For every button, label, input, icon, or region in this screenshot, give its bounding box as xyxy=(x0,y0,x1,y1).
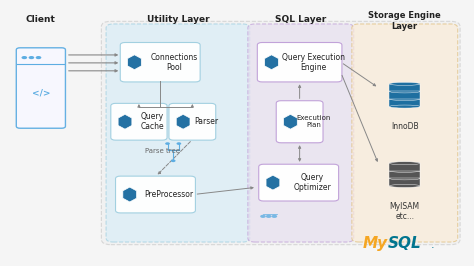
Text: .: . xyxy=(431,240,434,250)
FancyBboxPatch shape xyxy=(106,24,250,242)
Text: Query Execution
Engine: Query Execution Engine xyxy=(282,52,345,72)
Polygon shape xyxy=(118,114,132,129)
Polygon shape xyxy=(128,55,141,70)
FancyBboxPatch shape xyxy=(390,163,420,171)
Circle shape xyxy=(171,159,175,162)
FancyBboxPatch shape xyxy=(111,103,167,140)
Ellipse shape xyxy=(390,184,420,188)
Polygon shape xyxy=(283,114,297,129)
Circle shape xyxy=(21,56,27,59)
Text: MyISAM
etc...: MyISAM etc... xyxy=(390,202,420,221)
FancyBboxPatch shape xyxy=(259,164,338,201)
Circle shape xyxy=(165,142,170,145)
Text: PreProcessor: PreProcessor xyxy=(145,190,194,199)
Ellipse shape xyxy=(390,90,420,93)
Polygon shape xyxy=(266,175,280,190)
FancyBboxPatch shape xyxy=(390,92,420,99)
Ellipse shape xyxy=(390,82,420,85)
FancyBboxPatch shape xyxy=(248,24,354,242)
Text: </>: </> xyxy=(32,89,50,98)
FancyBboxPatch shape xyxy=(257,43,342,82)
Text: Query
Cache: Query Cache xyxy=(141,112,164,131)
Circle shape xyxy=(272,215,277,218)
Ellipse shape xyxy=(390,169,420,172)
Text: InnoDB: InnoDB xyxy=(391,122,419,131)
Text: Connections
Pool: Connections Pool xyxy=(150,52,198,72)
Text: Client: Client xyxy=(26,15,56,24)
Text: Parse tree: Parse tree xyxy=(145,148,180,154)
Polygon shape xyxy=(123,187,137,202)
Polygon shape xyxy=(176,114,190,129)
FancyBboxPatch shape xyxy=(101,21,460,245)
Text: SQL: SQL xyxy=(388,236,422,251)
FancyBboxPatch shape xyxy=(390,84,420,92)
Text: Execution
Plan: Execution Plan xyxy=(296,115,330,128)
Ellipse shape xyxy=(390,177,420,180)
FancyBboxPatch shape xyxy=(352,24,458,242)
FancyBboxPatch shape xyxy=(120,43,200,82)
Ellipse shape xyxy=(390,105,420,108)
Circle shape xyxy=(176,142,181,145)
FancyBboxPatch shape xyxy=(390,99,420,107)
Polygon shape xyxy=(264,55,278,70)
FancyBboxPatch shape xyxy=(169,103,216,140)
Text: Utility Layer: Utility Layer xyxy=(146,15,209,24)
Text: My: My xyxy=(363,236,388,251)
Text: Parser: Parser xyxy=(194,117,218,126)
Circle shape xyxy=(28,56,34,59)
Circle shape xyxy=(36,56,41,59)
Circle shape xyxy=(260,215,266,218)
Text: Storage Engine
Layer: Storage Engine Layer xyxy=(368,11,441,31)
Text: Query
Optimizer: Query Optimizer xyxy=(293,173,331,192)
Ellipse shape xyxy=(390,97,420,101)
FancyBboxPatch shape xyxy=(276,101,323,143)
FancyBboxPatch shape xyxy=(390,178,420,186)
FancyBboxPatch shape xyxy=(16,48,65,128)
FancyBboxPatch shape xyxy=(390,171,420,178)
Ellipse shape xyxy=(390,162,420,165)
FancyBboxPatch shape xyxy=(116,176,195,213)
Circle shape xyxy=(266,215,272,218)
Text: SQL Layer: SQL Layer xyxy=(275,15,327,24)
